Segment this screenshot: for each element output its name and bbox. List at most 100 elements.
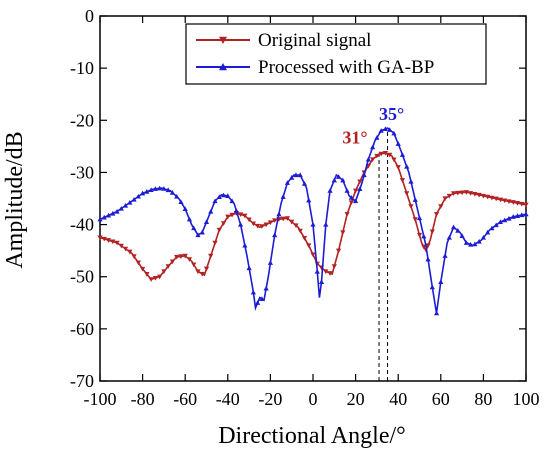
data-point	[489, 225, 495, 231]
data-point	[480, 193, 486, 199]
data-point	[195, 269, 201, 275]
data-point	[169, 190, 176, 195]
data-point	[335, 174, 342, 179]
data-point	[242, 242, 248, 248]
data-point	[472, 191, 478, 197]
data-point	[425, 243, 431, 249]
data-point	[425, 256, 431, 262]
x-tick-label: -80	[131, 389, 155, 409]
data-point	[382, 151, 389, 156]
data-point	[267, 220, 273, 226]
data-point	[493, 196, 499, 202]
data-point	[178, 199, 184, 205]
data-point	[152, 186, 158, 191]
data-point	[110, 239, 116, 245]
data-point	[178, 254, 184, 259]
data-point	[263, 222, 269, 228]
data-point	[353, 198, 359, 204]
data-point	[250, 289, 256, 295]
data-point	[476, 238, 482, 244]
data-point	[335, 248, 342, 254]
data-point	[297, 228, 303, 234]
data-point	[378, 128, 384, 133]
data-point	[357, 179, 363, 185]
data-point	[344, 212, 350, 217]
data-point	[161, 269, 167, 275]
data-point	[502, 198, 508, 204]
data-point	[459, 190, 465, 196]
data-point	[144, 272, 150, 277]
data-point	[404, 163, 410, 169]
data-point	[416, 215, 423, 221]
y-tick-label: -30	[70, 162, 94, 182]
data-point	[446, 235, 452, 240]
data-point	[144, 189, 150, 194]
series-processed-ga-bp	[97, 126, 529, 316]
data-point	[340, 230, 346, 235]
y-tick-label: 0	[85, 6, 94, 26]
data-point	[246, 217, 252, 223]
y-tick-label: -10	[70, 58, 94, 78]
data-point	[395, 141, 401, 146]
data-point	[455, 228, 461, 233]
data-point	[127, 199, 133, 205]
data-point	[165, 264, 171, 269]
data-point	[105, 212, 112, 218]
data-point	[318, 279, 325, 285]
data-point	[208, 208, 214, 214]
series-layer	[97, 126, 529, 316]
series-line	[99, 127, 527, 314]
data-point	[361, 172, 367, 178]
data-point	[502, 217, 508, 223]
data-point	[310, 252, 316, 258]
data-point	[374, 153, 380, 159]
x-tick-label: -100	[84, 389, 117, 409]
data-point	[259, 224, 265, 229]
data-point	[421, 233, 427, 239]
data-point	[391, 130, 397, 136]
data-point	[127, 249, 133, 255]
data-point	[110, 210, 116, 216]
data-point	[382, 126, 389, 132]
data-point	[327, 188, 333, 193]
data-point	[399, 152, 406, 157]
data-point	[293, 223, 299, 229]
x-tick-label: 0	[309, 389, 318, 409]
data-point	[344, 188, 350, 193]
data-point	[122, 246, 129, 252]
data-point	[506, 199, 512, 205]
data-point	[97, 235, 103, 241]
legend-swatch-marker	[219, 63, 227, 71]
x-tick-label: 80	[474, 389, 492, 409]
legend-box	[185, 23, 487, 85]
data-point	[195, 232, 201, 238]
data-point	[216, 194, 222, 200]
data-point	[220, 221, 227, 226]
y-tick-label: -60	[70, 319, 94, 339]
data-point	[416, 232, 423, 238]
data-point	[514, 213, 521, 218]
data-point	[408, 178, 414, 184]
data-point	[429, 229, 435, 235]
data-point	[519, 212, 525, 218]
data-point	[140, 266, 146, 272]
data-point	[433, 310, 440, 316]
data-point	[387, 127, 393, 132]
axis-ticks: -100 -80 -60 -40 -20 0 20 40 60 80 100 0 -10 -20 -30 -4…	[70, 6, 540, 409]
data-point	[186, 257, 193, 262]
data-point	[169, 259, 176, 265]
data-point	[289, 175, 295, 180]
data-point	[476, 192, 482, 198]
data-point	[463, 240, 469, 245]
data-point	[450, 224, 457, 230]
data-point	[186, 216, 193, 222]
data-point	[174, 254, 180, 260]
data-point	[519, 201, 525, 207]
data-point	[280, 194, 286, 199]
data-point	[489, 195, 495, 201]
data-point	[237, 221, 244, 227]
data-point	[301, 236, 308, 241]
data-point	[485, 194, 491, 200]
data-point	[327, 271, 333, 276]
